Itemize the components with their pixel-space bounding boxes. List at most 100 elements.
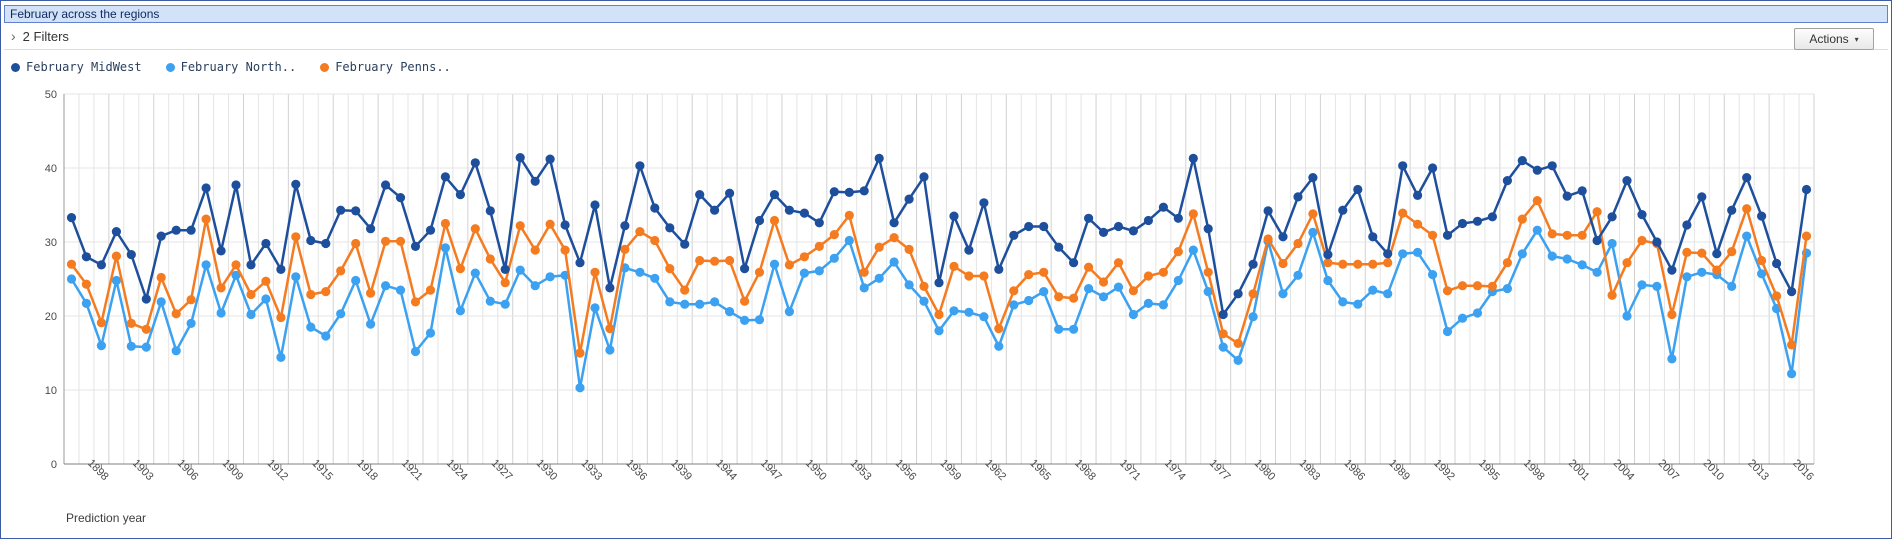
data-point[interactable] — [575, 383, 585, 393]
data-point[interactable] — [545, 219, 555, 229]
data-point[interactable] — [814, 241, 824, 251]
data-point[interactable] — [829, 187, 839, 197]
data-point[interactable] — [1098, 277, 1109, 287]
data-point[interactable] — [1323, 258, 1333, 268]
data-point[interactable] — [66, 213, 77, 223]
data-point[interactable] — [710, 205, 720, 215]
data-point[interactable] — [1143, 215, 1153, 226]
data-point[interactable] — [859, 283, 869, 293]
data-point[interactable] — [1308, 227, 1318, 237]
data-point[interactable] — [1577, 186, 1587, 196]
data-point[interactable] — [605, 345, 615, 355]
data-point[interactable] — [156, 272, 166, 283]
data-point[interactable] — [1128, 309, 1138, 320]
data-point[interactable] — [1667, 354, 1677, 364]
data-point[interactable] — [1009, 230, 1019, 240]
data-point[interactable] — [1712, 249, 1722, 259]
data-point[interactable] — [455, 190, 465, 200]
data-point[interactable] — [395, 285, 406, 295]
data-point[interactable] — [620, 244, 630, 254]
data-point[interactable] — [141, 324, 151, 334]
data-point[interactable] — [1697, 267, 1707, 277]
data-point[interactable] — [336, 266, 346, 276]
data-point[interactable] — [81, 298, 91, 308]
data-point[interactable] — [515, 265, 525, 275]
data-point[interactable] — [455, 306, 465, 316]
data-point[interactable] — [1143, 271, 1153, 281]
data-point[interactable] — [949, 306, 959, 316]
data-point[interactable] — [1218, 329, 1228, 339]
data-point[interactable] — [1353, 299, 1363, 309]
data-point[interactable] — [1532, 165, 1542, 175]
data-point[interactable] — [171, 309, 181, 319]
data-point[interactable] — [784, 260, 795, 270]
data-point[interactable] — [1637, 235, 1647, 246]
data-point[interactable] — [1128, 286, 1138, 296]
data-point[interactable] — [889, 257, 899, 267]
data-point[interactable] — [216, 246, 226, 256]
data-point[interactable] — [590, 200, 600, 210]
data-point[interactable] — [81, 279, 91, 289]
data-point[interactable] — [934, 278, 944, 288]
data-point[interactable] — [470, 224, 480, 234]
data-point[interactable] — [321, 287, 331, 297]
data-point[interactable] — [1742, 231, 1752, 241]
data-point[interactable] — [859, 186, 869, 196]
data-point[interactable] — [994, 341, 1004, 351]
data-point[interactable] — [395, 193, 406, 203]
data-point[interactable] — [261, 276, 271, 286]
data-point[interactable] — [740, 264, 750, 274]
data-point[interactable] — [1263, 234, 1273, 244]
data-point[interactable] — [1607, 238, 1617, 249]
data-point[interactable] — [1577, 230, 1587, 240]
data-point[interactable] — [1667, 309, 1677, 320]
data-point[interactable] — [381, 236, 391, 246]
series-0[interactable] — [66, 153, 1812, 320]
data-point[interactable] — [246, 260, 256, 270]
data-point[interactable] — [1278, 258, 1288, 269]
data-point[interactable] — [1667, 265, 1677, 275]
data-point[interactable] — [874, 273, 884, 283]
data-point[interactable] — [1039, 287, 1049, 297]
data-point[interactable] — [1233, 355, 1243, 365]
data-point[interactable] — [695, 255, 705, 266]
data-point[interactable] — [485, 254, 495, 264]
data-point[interactable] — [111, 227, 121, 237]
data-point[interactable] — [306, 289, 316, 300]
data-point[interactable] — [485, 296, 495, 306]
data-point[interactable] — [410, 346, 421, 357]
data-point[interactable] — [964, 307, 974, 317]
data-point[interactable] — [904, 194, 914, 204]
data-point[interactable] — [904, 244, 914, 254]
data-point[interactable] — [1801, 184, 1812, 195]
data-point[interactable] — [1323, 275, 1333, 286]
data-point[interactable] — [306, 235, 316, 246]
data-point[interactable] — [96, 318, 106, 328]
data-point[interactable] — [949, 261, 959, 271]
filters-expander[interactable]: › 2 Filters — [11, 29, 69, 44]
data-point[interactable] — [979, 312, 989, 322]
data-point[interactable] — [1592, 267, 1602, 277]
data-point[interactable] — [96, 341, 106, 351]
data-point[interactable] — [844, 187, 854, 197]
data-point[interactable] — [470, 158, 480, 168]
data-point[interactable] — [979, 198, 989, 208]
data-point[interactable] — [1084, 262, 1094, 272]
data-point[interactable] — [1039, 221, 1049, 232]
data-point[interactable] — [530, 245, 540, 255]
data-point[interactable] — [216, 308, 226, 318]
data-point[interactable] — [186, 225, 196, 235]
data-point[interactable] — [874, 153, 884, 163]
data-point[interactable] — [769, 259, 780, 269]
data-point[interactable] — [740, 296, 750, 306]
data-point[interactable] — [784, 205, 795, 215]
data-point[interactable] — [1413, 247, 1423, 257]
data-point[interactable] — [994, 324, 1004, 334]
data-point[interactable] — [1428, 230, 1438, 240]
data-point[interactable] — [695, 299, 705, 309]
data-point[interactable] — [784, 307, 795, 317]
data-point[interactable] — [1098, 227, 1109, 237]
data-point[interactable] — [111, 251, 121, 261]
data-point[interactable] — [1293, 192, 1303, 202]
data-point[interactable] — [1532, 196, 1542, 206]
